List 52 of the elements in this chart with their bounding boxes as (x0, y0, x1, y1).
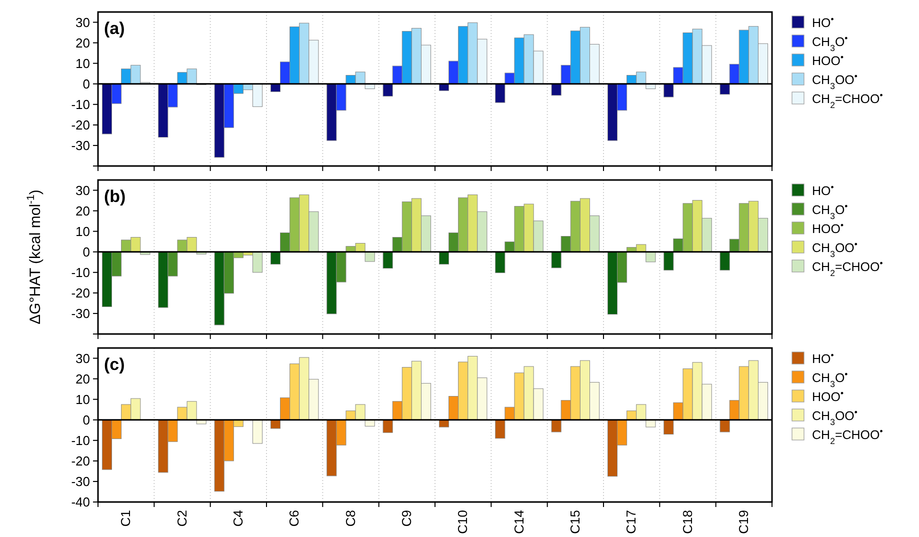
legend-label: CH$_{3}$OO$^{•}$ (812, 71, 858, 91)
y-tick-label: 10 (76, 56, 90, 71)
y-tick-label: -30 (71, 474, 90, 490)
legend-label: CH$_{3}$OO$^{•}$ (812, 239, 858, 259)
chart-title: (a) (104, 19, 125, 38)
chart-title: (c) (104, 355, 125, 374)
legend-label: CH$_{2}$=CHOO$^{•}$ (812, 258, 883, 278)
x-tick-label: C14 (511, 510, 526, 534)
y-tick-label: 10 (76, 392, 90, 407)
y-tick-label: -40 (71, 494, 90, 510)
x-tick-label: C8 (342, 510, 358, 527)
legend-label: HO$^{•}$ (812, 350, 834, 366)
y-tick-label: 30 (76, 350, 90, 366)
legend-label: HOO$^{•}$ (812, 52, 844, 68)
y-tick-label: 0 (82, 76, 90, 92)
legend-label: CH$_{3}$O$^{•}$ (812, 369, 848, 389)
legend-label: HO$^{•}$ (812, 14, 834, 30)
legend-label: CH$_{3}$O$^{•}$ (812, 33, 848, 53)
y-tick-label: -30 (71, 306, 90, 322)
y-tick-label: 0 (82, 244, 90, 260)
y-tick-label: -20 (71, 285, 90, 300)
y-tick-label: -20 (71, 117, 90, 132)
y-tick-label: -10 (71, 264, 90, 280)
y-tick-label: 30 (76, 182, 90, 198)
y-tick-label: -10 (71, 96, 90, 112)
y-tick-label: 30 (76, 14, 90, 30)
y-tick-label: -30 (71, 138, 90, 154)
x-tick-label: C19 (736, 510, 751, 534)
legend-label: CH$_{3}$O$^{•}$ (812, 201, 848, 221)
x-tick-label: C6 (286, 510, 302, 527)
x-tick-label: C10 (455, 510, 470, 534)
legend-label: CH$_{3}$OO$^{•}$ (812, 407, 858, 427)
x-tick-label: C2 (174, 510, 190, 527)
y-tick-label: 20 (76, 203, 90, 218)
legend-label: HO$^{•}$ (812, 182, 834, 198)
legend-label: CH$_{2}$=CHOO$^{•}$ (812, 426, 883, 446)
legend-label: HOO$^{•}$ (812, 388, 844, 404)
chart-title: (b) (104, 187, 126, 206)
x-tick-label: C15 (567, 510, 582, 534)
y-tick-label: -10 (71, 432, 90, 448)
y-tick-label: 20 (76, 35, 90, 50)
y-tick-label: 0 (82, 412, 90, 428)
y-tick-label: -20 (71, 453, 90, 468)
y-tick-label: 20 (76, 371, 90, 386)
legend-label: CH$_{2}$=CHOO$^{•}$ (812, 90, 883, 110)
x-tick-label: C18 (680, 510, 695, 534)
legend-label: HOO$^{•}$ (812, 220, 844, 236)
x-tick-label: C4 (230, 510, 246, 527)
y-tick-label: 10 (76, 224, 90, 239)
x-tick-label: C9 (398, 510, 414, 527)
x-tick-label: C1 (118, 510, 134, 527)
x-tick-label: C17 (624, 510, 639, 534)
